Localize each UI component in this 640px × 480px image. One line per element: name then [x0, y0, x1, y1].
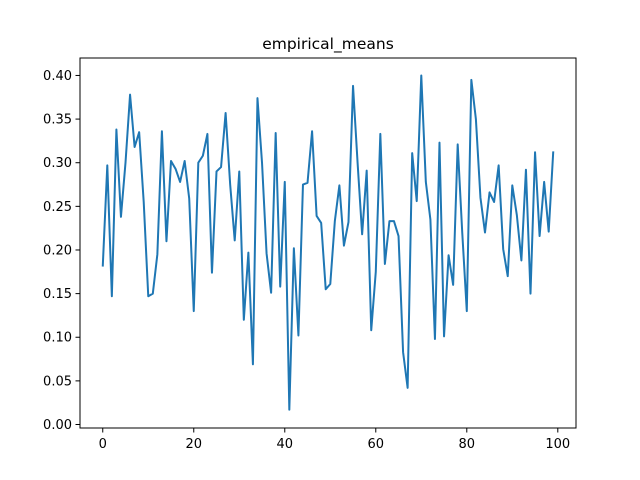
x-tick-label: 60 — [368, 437, 385, 452]
x-tick-label: 100 — [545, 437, 570, 452]
x-tick-label: 0 — [99, 437, 107, 452]
x-tick-label: 20 — [185, 437, 202, 452]
axes-frame — [79, 57, 577, 429]
y-tick-label: 0.40 — [43, 69, 72, 84]
y-tick-label: 0.35 — [43, 113, 72, 128]
series-line-0 — [101, 74, 555, 411]
y-tick-label: 0.15 — [43, 287, 72, 302]
x-axis: 0 20 40 60 80 100 — [99, 428, 570, 452]
x-tick-label: 40 — [276, 437, 293, 452]
chart-title: empirical_means — [262, 35, 394, 54]
y-tick-label: 0.25 — [43, 200, 72, 215]
y-tick-label: 0.05 — [43, 374, 72, 389]
y-tick-label: 0.00 — [43, 418, 72, 433]
y-axis: 0.00 0.05 0.10 0.15 0.20 0.25 0.30 0.35 0.40 — [43, 69, 80, 433]
y-tick-label: 0.30 — [43, 156, 72, 171]
y-tick-label: 0.10 — [43, 331, 72, 346]
x-tick-label: 80 — [459, 437, 476, 452]
y-tick-label: 0.20 — [43, 243, 72, 258]
plot-area — [101, 74, 555, 411]
